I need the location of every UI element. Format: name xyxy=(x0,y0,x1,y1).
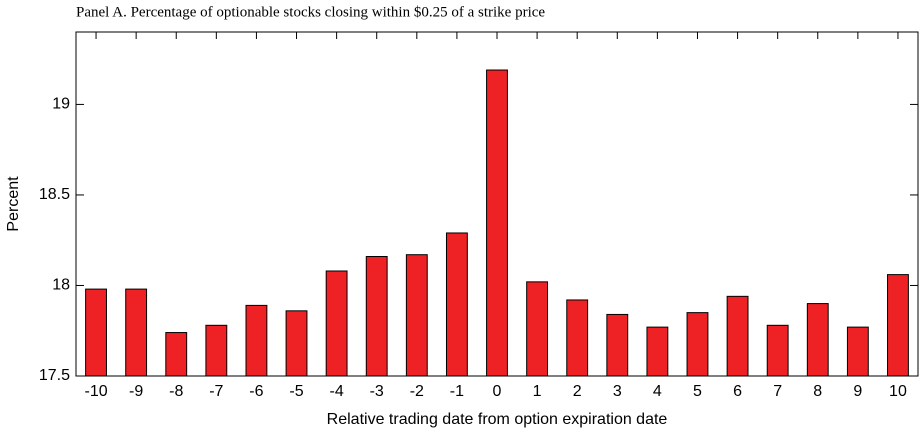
bar xyxy=(445,232,468,377)
bar xyxy=(405,254,428,377)
bar xyxy=(686,312,709,377)
x-tick-label: 5 xyxy=(693,383,702,400)
bar xyxy=(365,256,388,377)
x-tick-label: -3 xyxy=(370,383,384,400)
bar xyxy=(806,303,829,377)
x-tick-label: -6 xyxy=(249,383,263,400)
x-tick-label: 2 xyxy=(573,383,582,400)
x-tick-label: 7 xyxy=(773,383,782,400)
x-tick-label: 6 xyxy=(733,383,742,400)
x-tick-label: 1 xyxy=(533,383,542,400)
bar xyxy=(726,295,749,377)
bar xyxy=(165,332,188,377)
x-tick-label: 8 xyxy=(813,383,822,400)
bar xyxy=(486,69,508,377)
x-tick-label: -2 xyxy=(410,383,424,400)
bar xyxy=(285,310,308,377)
x-tick-label: -7 xyxy=(209,383,223,400)
x-tick-label: -8 xyxy=(169,383,183,400)
y-tick-label: 17.5 xyxy=(39,367,70,384)
x-axis-label: Relative trading date from option expira… xyxy=(327,411,668,428)
bar xyxy=(245,304,268,377)
y-tick-label: 19 xyxy=(52,96,70,113)
y-axis-label: Percent xyxy=(5,176,22,232)
y-tick-label: 18 xyxy=(52,277,70,294)
bar xyxy=(325,270,348,377)
y-tick-label: 18.5 xyxy=(39,186,70,203)
bar xyxy=(887,274,909,377)
x-tick-label: 10 xyxy=(889,383,907,400)
x-tick-label: -4 xyxy=(330,383,344,400)
bar xyxy=(85,288,107,377)
x-tick-label: -1 xyxy=(450,383,464,400)
bar xyxy=(526,281,549,377)
bar xyxy=(125,288,148,377)
bar xyxy=(566,299,589,377)
x-tick-label: 3 xyxy=(613,383,622,400)
bar xyxy=(846,326,869,377)
x-tick-label: 0 xyxy=(493,383,502,400)
chart-title: Panel A. Percentage of optionable stocks… xyxy=(76,4,545,20)
x-tick-label: 4 xyxy=(653,383,662,400)
x-tick-label: -5 xyxy=(289,383,303,400)
bar xyxy=(646,326,669,377)
bar xyxy=(205,324,228,377)
x-tick-label: 9 xyxy=(853,383,862,400)
x-tick-label: -9 xyxy=(129,383,143,400)
bar xyxy=(606,313,629,377)
bar xyxy=(766,324,789,377)
x-tick-label: -10 xyxy=(84,383,107,400)
